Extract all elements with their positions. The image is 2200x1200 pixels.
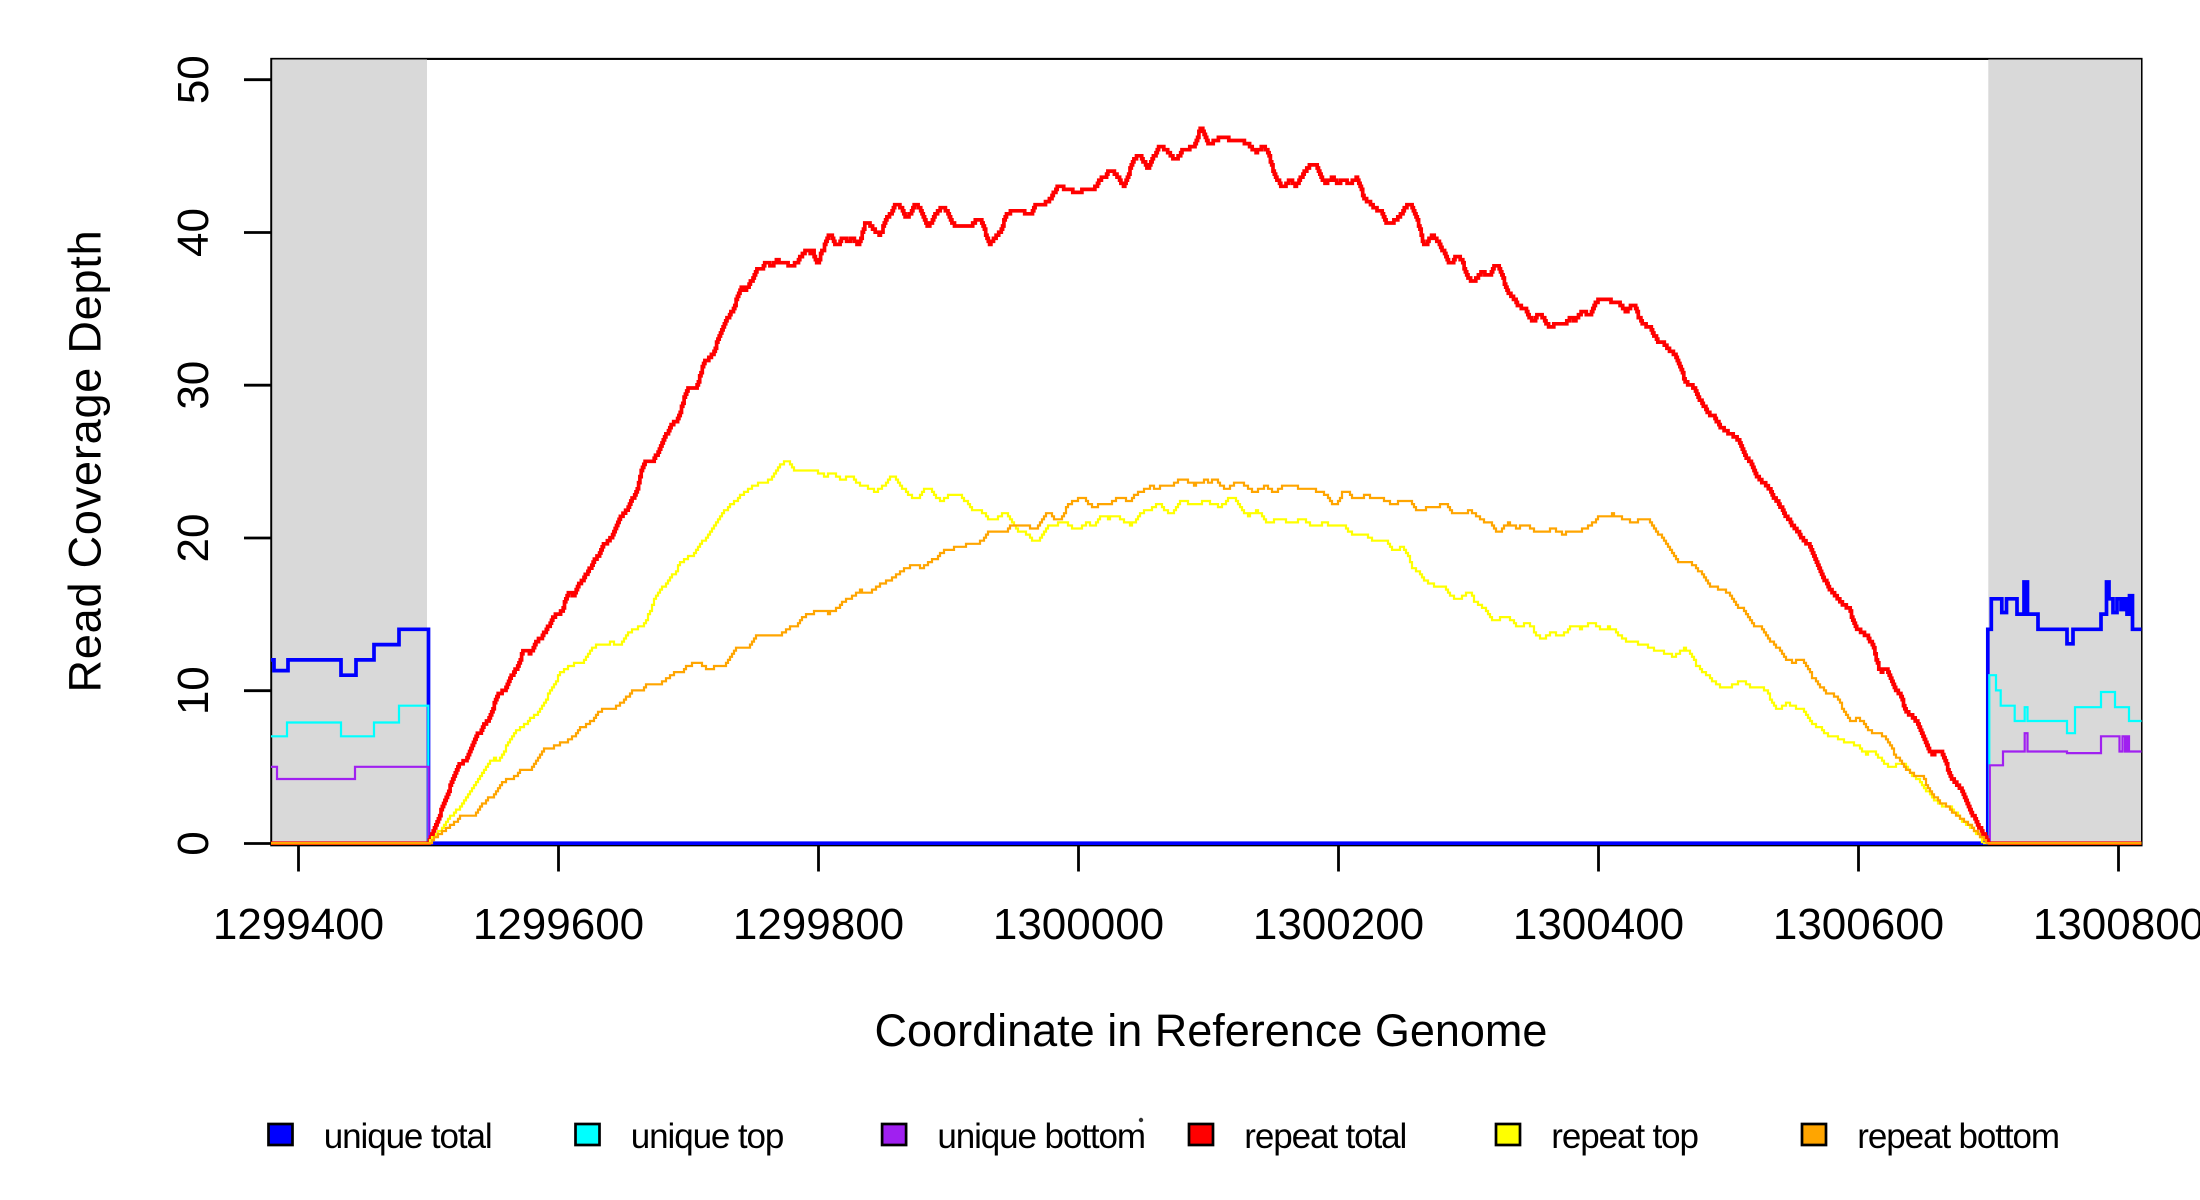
svg-text:20: 20 — [169, 514, 218, 563]
svg-text:unique total: unique total — [324, 1117, 492, 1156]
svg-text:repeat bottom: repeat bottom — [1857, 1117, 2059, 1156]
svg-text:1300200: 1300200 — [1253, 900, 1424, 949]
svg-text:repeat top: repeat top — [1551, 1117, 1698, 1156]
svg-text:1299600: 1299600 — [473, 900, 644, 949]
svg-text:50: 50 — [169, 55, 218, 104]
svg-text:repeat total: repeat total — [1244, 1117, 1406, 1156]
svg-text:1300400: 1300400 — [1513, 900, 1684, 949]
svg-text:0: 0 — [169, 831, 218, 855]
svg-text:Read Coverage Depth: Read Coverage Depth — [60, 230, 111, 693]
svg-text:Coordinate in Reference Genome: Coordinate in Reference Genome — [875, 1005, 1548, 1056]
svg-text:1300600: 1300600 — [1773, 900, 1944, 949]
svg-text:1299400: 1299400 — [213, 900, 384, 949]
svg-text:10: 10 — [169, 666, 218, 715]
svg-text:1299800: 1299800 — [733, 900, 904, 949]
svg-text:1300800: 1300800 — [2033, 900, 2200, 949]
svg-text:40: 40 — [169, 208, 218, 257]
svg-text:1300000: 1300000 — [993, 900, 1164, 949]
svg-text:30: 30 — [169, 361, 218, 410]
svg-text:unique top: unique top — [631, 1117, 783, 1156]
svg-text:unique bottom: unique bottom — [937, 1117, 1145, 1156]
